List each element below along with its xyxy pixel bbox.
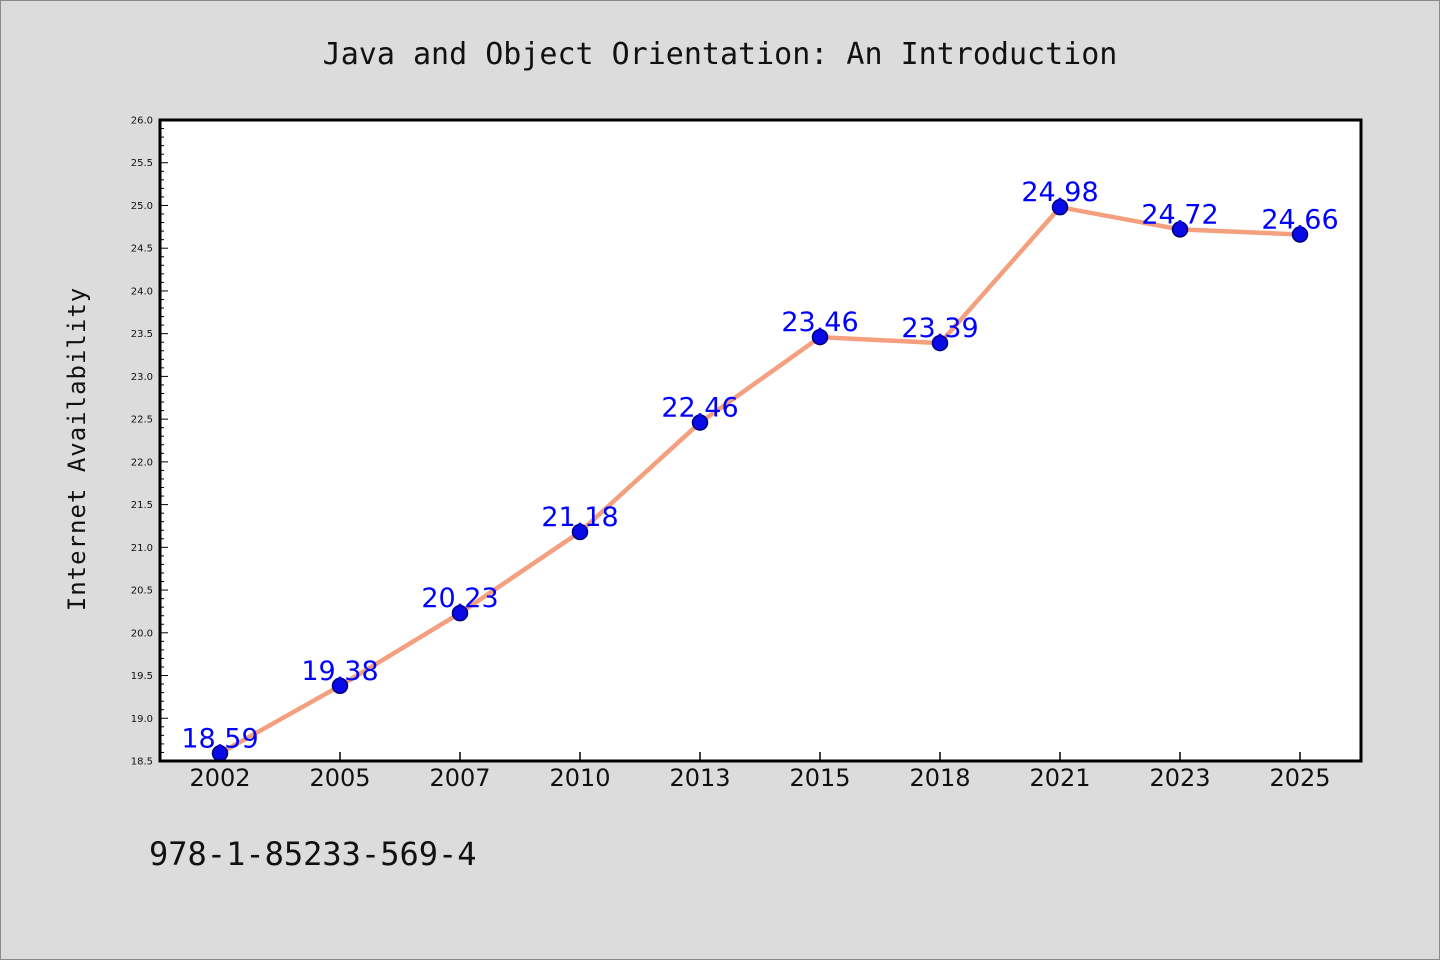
data-point bbox=[811, 328, 829, 346]
x-tick-label: 2015 bbox=[789, 764, 850, 792]
data-label: 24.66 bbox=[1261, 205, 1338, 236]
isbn-number: 978-1-85233-569-4 bbox=[149, 835, 477, 873]
data-label: 19.38 bbox=[301, 656, 378, 687]
x-axis-ticks: 2002 2005 2007 2010 2013 2015 2018 2021 2023 2025 bbox=[189, 752, 1331, 792]
y-tick-label: 24.5 bbox=[131, 244, 153, 255]
data-point bbox=[1051, 198, 1069, 216]
data-label: 23.46 bbox=[781, 307, 858, 338]
x-tick-label: 2023 bbox=[1149, 764, 1210, 792]
data-label: 18.59 bbox=[181, 723, 258, 754]
data-point bbox=[691, 414, 709, 431]
x-tick-label: 2010 bbox=[549, 764, 610, 792]
y-tick-label: 25.5 bbox=[131, 158, 153, 169]
data-label: 20.23 bbox=[421, 583, 498, 614]
x-tick-label: 2021 bbox=[1029, 764, 1090, 792]
y-tick-label: 26.0 bbox=[131, 116, 153, 127]
series-layer: 18.59 19.38 20.23 21.18 22.46 23.46 23.39 24.98… bbox=[181, 177, 1339, 762]
data-label: 24.72 bbox=[1141, 199, 1218, 230]
x-tick-label: 2018 bbox=[909, 764, 970, 792]
data-label: 24.98 bbox=[1021, 177, 1098, 208]
y-tick-label: 21.5 bbox=[131, 500, 153, 511]
y-tick-label: 23.5 bbox=[131, 329, 153, 340]
data-point bbox=[331, 677, 349, 695]
x-tick-label: 2005 bbox=[309, 764, 370, 792]
plot-frame bbox=[158, 118, 1363, 763]
x-tick-label: 2007 bbox=[429, 764, 490, 792]
data-point bbox=[1171, 221, 1189, 238]
chart-title: Java and Object Orientation: An Introduc… bbox=[323, 37, 1118, 72]
y-axis-ticks: 18.5 19.0 19.5 20.0 20.5 21.0 21.5 22.0 22.5 23.0… bbox=[131, 116, 168, 768]
x-tick-label: 2013 bbox=[669, 764, 730, 792]
data-label: 22.46 bbox=[661, 393, 738, 424]
y-tick-label: 22.0 bbox=[131, 457, 153, 468]
x-tick-label: 2002 bbox=[189, 764, 250, 792]
y-tick-label: 18.5 bbox=[131, 757, 153, 768]
y-tick-label: 22.5 bbox=[131, 415, 153, 426]
data-point bbox=[1291, 226, 1309, 243]
data-label: 21.18 bbox=[541, 502, 618, 533]
y-tick-label: 21.0 bbox=[131, 543, 153, 554]
data-label: 23.39 bbox=[901, 313, 978, 344]
y-tick-label: 24.0 bbox=[131, 286, 153, 297]
y-tick-label: 23.0 bbox=[131, 372, 153, 383]
data-point bbox=[931, 334, 949, 352]
data-point bbox=[451, 604, 469, 622]
series-line bbox=[217, 204, 1303, 756]
y-tick-label: 19.5 bbox=[131, 671, 153, 682]
data-point bbox=[571, 523, 589, 541]
y-tick-label: 19.0 bbox=[131, 714, 153, 725]
y-tick-label: 25.0 bbox=[131, 201, 153, 212]
y-tick-label: 20.5 bbox=[131, 586, 153, 597]
x-tick-label: 2025 bbox=[1269, 764, 1330, 792]
y-axis-label: Internet Availability bbox=[63, 287, 91, 611]
y-tick-label: 20.0 bbox=[131, 628, 153, 639]
